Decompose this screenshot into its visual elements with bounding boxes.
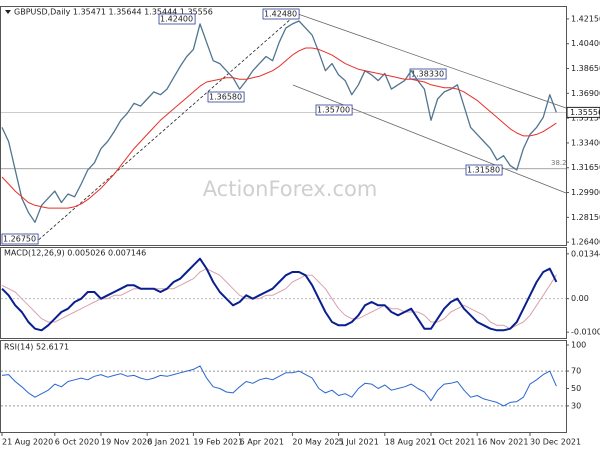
annotation-box — [262, 8, 300, 20]
annotation-box — [465, 164, 503, 176]
series-line — [1, 20, 558, 223]
x-tick-label: 18 Aug 2021 — [385, 438, 436, 447]
annotation: 1.26750 — [3, 235, 36, 244]
annotation: 1.36580 — [209, 93, 242, 102]
y-tick-label: 70 — [571, 367, 581, 376]
y-tick-label: 1.29900 — [571, 188, 600, 197]
annotation-box — [315, 104, 353, 116]
y-tick-label: 1.42150 — [571, 14, 600, 23]
y-tick-label: 1.26400 — [571, 238, 600, 247]
macd-panel — [0, 247, 567, 339]
y-tick-label: 50 — [571, 384, 581, 393]
y-tick-label: 1.33400 — [571, 138, 600, 147]
current-price-box — [566, 106, 600, 118]
annotation: 38.2 — [551, 159, 567, 167]
y-tick-label: 1.31650 — [571, 163, 600, 172]
x-tick-label: 6 Oct 2020 — [55, 438, 99, 447]
y-tick-label: 30 — [571, 401, 581, 410]
annotation-box — [409, 68, 447, 80]
annotation-box — [207, 91, 245, 103]
macd-title: MACD(12,26,9) 0.005026 0.007146 — [4, 249, 146, 258]
x-tick-label: 21 Aug 2020 — [2, 438, 53, 447]
watermark: ActionForex.com — [203, 177, 378, 201]
annotation: 1.42480 — [264, 10, 297, 19]
x-tick-label: 5 Jul 2021 — [339, 438, 379, 447]
channel-upper — [297, 13, 567, 109]
x-tick-label: 6 Jan 2021 — [147, 438, 190, 447]
y-tick-label: 1.38650 — [571, 64, 600, 73]
channel-lower — [292, 84, 567, 194]
y-tick-label: 0.013448 — [571, 249, 600, 258]
x-tick-label: 19 Nov 2020 — [101, 438, 152, 447]
series-line — [1, 268, 557, 330]
x-tick-label: 1 Oct 2021 — [431, 438, 475, 447]
series-line — [1, 365, 557, 407]
x-tick-label: 30 Dec 2021 — [530, 438, 581, 447]
series-line — [1, 257, 558, 332]
header-icon — [5, 10, 11, 14]
annotation-box — [1, 233, 39, 245]
annotation: 1.38330 — [411, 70, 444, 79]
y-tick-label: 1.40400 — [571, 39, 600, 48]
annotation-box — [158, 13, 196, 25]
y-tick-label: 1.35150 — [571, 114, 600, 123]
y-tick-label: 1.28150 — [571, 213, 600, 222]
series-line — [1, 47, 557, 209]
price-panel — [0, 6, 567, 246]
rsi-panel — [0, 340, 567, 433]
annotation: 1.35700 — [317, 106, 350, 115]
y-tick-label: 100 — [571, 341, 586, 350]
x-tick-label: 6 Apr 2021 — [240, 438, 284, 447]
rsi-title: RSI(14) 52.6171 — [4, 343, 69, 352]
x-tick-label: 20 May 2021 — [292, 438, 344, 447]
x-tick-label: 16 Nov 2021 — [477, 438, 528, 447]
current-price-label: 1.35556 — [570, 108, 600, 117]
annotation: 1.31580 — [467, 166, 500, 175]
y-tick-label: 1.36900 — [571, 89, 600, 98]
y-tick-label: -0.010047 — [571, 328, 600, 337]
x-tick-label: 19 Feb 2021 — [193, 438, 243, 447]
chart-header: GBPUSD,Daily 1.35471 1.35644 1.35444 1.3… — [14, 8, 213, 17]
y-tick-label: 0.00 — [571, 294, 589, 303]
annotation: 1.42400 — [160, 15, 193, 24]
